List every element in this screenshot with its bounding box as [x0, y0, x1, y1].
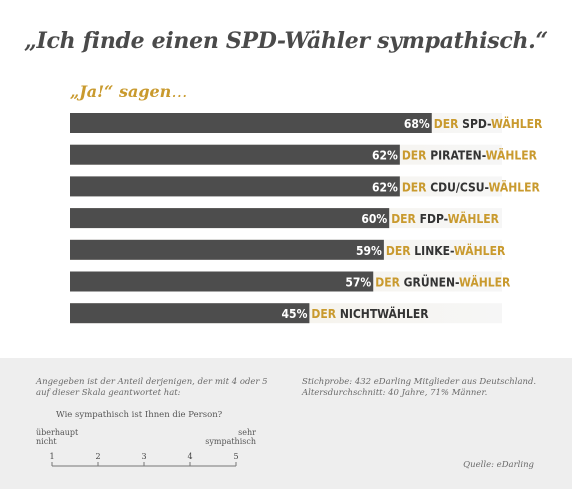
bar-value-label: 62%	[372, 180, 398, 194]
category-label: DER NICHTWÄHLER	[311, 306, 429, 321]
scale-tick-label: 5	[233, 452, 238, 461]
bar-value-label: 62%	[372, 149, 398, 163]
bar	[70, 113, 432, 133]
footer-panel: Angegeben ist der Anteil derjenigen, der…	[0, 358, 572, 489]
scale-tick-label: 4	[187, 452, 192, 461]
scale-tick-label: 3	[141, 452, 146, 461]
bar-value-label: 57%	[345, 276, 371, 290]
scale-question: Wie sympathisch ist Ihnen die Person?	[56, 410, 223, 420]
category-label: DER GRÜNEN-WÄHLER	[375, 275, 511, 290]
method-note: Angegeben ist der Anteil derjenigen, der…	[36, 377, 268, 398]
subtitle-ellipsis: …	[171, 82, 188, 101]
bar	[70, 239, 384, 260]
subtitle-text: „Ja!“ sagen	[70, 82, 172, 101]
scale-tick-label: 1	[49, 452, 54, 461]
bar	[70, 144, 400, 165]
chart-subtitle: „Ja!“ sagen…	[70, 82, 187, 101]
bar	[70, 271, 374, 292]
bar-value-label: 45%	[282, 307, 308, 321]
bar	[70, 303, 310, 324]
scale-high-label: sehr sympathisch	[205, 428, 256, 446]
category-label: DER SPD-WÄHLER	[434, 116, 543, 131]
category-label: DER FDP-WÄHLER	[391, 211, 499, 226]
category-label: DER PIRATEN-WÄHLER	[402, 148, 538, 163]
category-label: DER CDU/CSU-WÄHLER	[402, 179, 541, 194]
source-note: Quelle: eDarling	[463, 460, 534, 470]
bar	[70, 208, 390, 229]
bar-value-label: 60%	[361, 212, 387, 226]
category-label: DER LINKE-WÄHLER	[386, 243, 506, 258]
sample-note: Stichprobe: 432 eDarling Mitglieder aus …	[302, 377, 537, 398]
scale-axis: 1 2 3 4 5	[49, 452, 239, 467]
bar	[70, 176, 400, 197]
bar-value-label: 59%	[356, 244, 382, 258]
chart-title: „Ich finde einen SPD-Wähler sympathisch.…	[24, 28, 548, 54]
scale-tick-label: 2	[95, 452, 100, 461]
bar-chart: 68% DER SPD-WÄHLER 62% DER PIRATEN-WÄHLER 62…	[70, 113, 543, 324]
scale-low-label: überhaupt nicht	[36, 428, 79, 446]
bar-value-label: 68%	[404, 117, 430, 131]
